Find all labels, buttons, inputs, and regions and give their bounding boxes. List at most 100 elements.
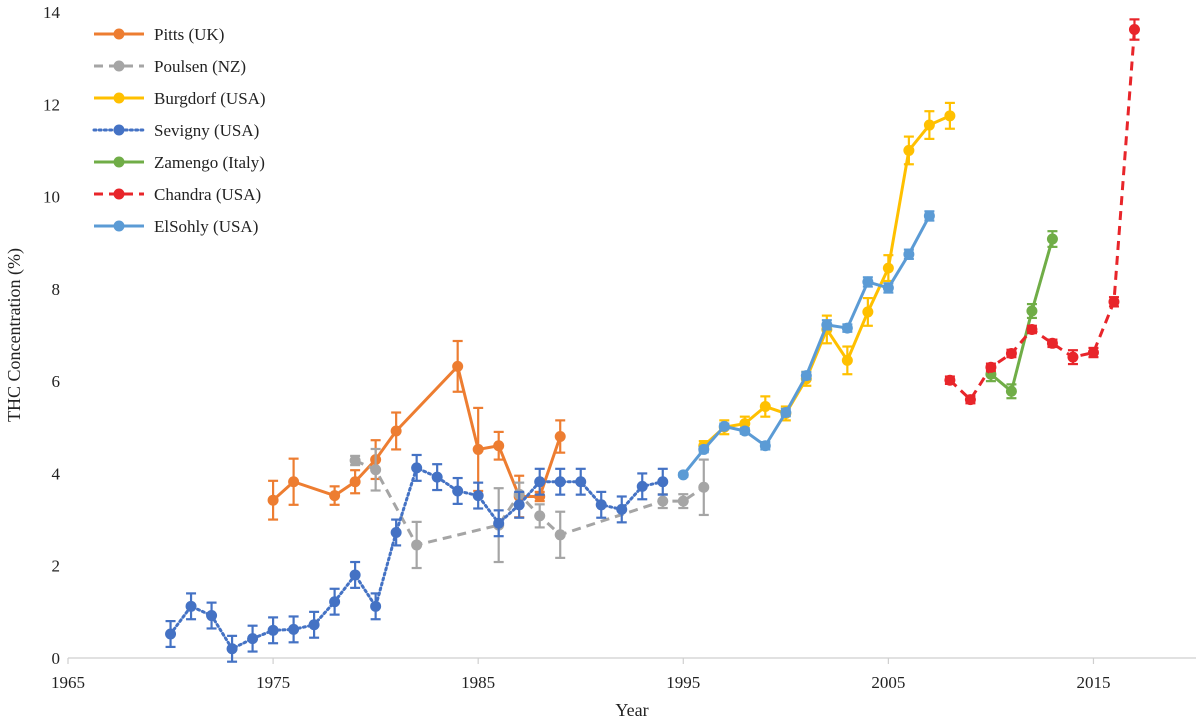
legend-label: Zamengo (Italy) xyxy=(154,153,265,172)
data-point xyxy=(452,485,464,497)
legend-item: Chandra (USA) xyxy=(94,185,261,204)
data-point xyxy=(1128,24,1140,36)
legend-label: Chandra (USA) xyxy=(154,185,261,204)
data-point xyxy=(698,481,710,493)
data-point xyxy=(349,476,361,488)
data-point xyxy=(1087,347,1099,359)
data-point xyxy=(616,503,628,515)
data-point xyxy=(1005,347,1017,359)
data-point xyxy=(1005,385,1017,397)
legend-item: Poulsen (NZ) xyxy=(94,57,246,76)
data-point xyxy=(636,480,648,492)
data-point xyxy=(923,119,935,131)
data-point xyxy=(493,440,505,452)
y-tick-label: 8 xyxy=(52,280,61,299)
data-point xyxy=(226,643,238,655)
legend-item: Zamengo (Italy) xyxy=(94,153,265,172)
y-tick-label: 14 xyxy=(43,3,61,22)
data-point xyxy=(657,476,669,488)
data-point xyxy=(862,276,874,288)
data-point xyxy=(677,469,689,481)
data-point xyxy=(534,476,546,488)
data-point xyxy=(554,529,566,541)
legend-label: Sevigny (USA) xyxy=(154,121,259,140)
data-point xyxy=(677,495,689,507)
y-tick-label: 6 xyxy=(52,372,61,391)
data-point xyxy=(698,443,710,455)
series-3 xyxy=(165,453,669,663)
legend-swatch-marker xyxy=(113,156,125,168)
data-point xyxy=(780,407,792,419)
data-point xyxy=(1026,323,1038,335)
data-point xyxy=(1067,351,1079,363)
data-point xyxy=(493,517,505,529)
data-point xyxy=(534,510,546,522)
data-point xyxy=(390,425,402,437)
series-4 xyxy=(985,230,1058,400)
data-point xyxy=(739,425,751,437)
y-tick-label: 4 xyxy=(52,464,61,483)
x-axis-label: Year xyxy=(615,700,648,720)
legend-swatch-marker xyxy=(113,188,125,200)
legend-label: Poulsen (NZ) xyxy=(154,57,246,76)
legend: Pitts (UK) Poulsen (NZ) Burgdorf (USA) Sevi… xyxy=(92,25,266,236)
x-axis-ticks: 1965 1975 1985 1995 2005 2015 xyxy=(51,658,1110,692)
data-point xyxy=(1046,233,1058,245)
data-point xyxy=(800,370,812,382)
data-point xyxy=(862,306,874,318)
data-point xyxy=(513,499,525,511)
y-tick-label: 2 xyxy=(52,557,61,576)
series-line xyxy=(354,459,705,547)
legend-swatch-marker xyxy=(113,220,125,232)
data-point xyxy=(185,600,197,612)
data-point xyxy=(288,476,300,488)
data-point xyxy=(1108,296,1120,308)
data-point xyxy=(308,619,320,631)
data-point xyxy=(554,431,566,443)
data-point xyxy=(759,401,771,413)
data-point xyxy=(472,490,484,502)
data-point xyxy=(472,443,484,455)
data-point xyxy=(882,282,894,294)
data-point xyxy=(267,494,279,506)
data-point xyxy=(349,569,361,581)
legend-swatch-marker xyxy=(113,60,125,72)
legend-label: Pitts (UK) xyxy=(154,25,224,44)
legend-item: Sevigny (USA) xyxy=(92,121,259,140)
legend-label: ElSohly (USA) xyxy=(154,217,258,236)
x-tick-label: 2005 xyxy=(871,673,905,692)
data-point xyxy=(411,462,423,474)
data-point xyxy=(964,394,976,406)
x-tick-label: 2015 xyxy=(1076,673,1110,692)
data-point xyxy=(165,628,177,640)
data-point xyxy=(985,361,997,373)
legend-swatch-marker xyxy=(113,124,125,136)
data-point xyxy=(944,110,956,122)
data-point xyxy=(370,600,382,612)
data-point xyxy=(452,360,464,372)
data-point xyxy=(1046,337,1058,349)
data-point xyxy=(288,623,300,635)
data-point xyxy=(206,610,218,622)
data-point xyxy=(944,374,956,386)
series-1 xyxy=(349,447,710,570)
x-tick-label: 1975 xyxy=(256,673,290,692)
x-tick-label: 1995 xyxy=(666,673,700,692)
y-axis-ticks: 0 2 4 6 8 10 12 14 xyxy=(43,3,61,668)
data-point xyxy=(821,319,833,331)
data-point xyxy=(1026,305,1038,317)
plot-area xyxy=(68,18,1196,663)
data-point xyxy=(575,476,587,488)
data-point xyxy=(903,248,915,260)
series-6 xyxy=(677,210,935,481)
data-point xyxy=(267,624,279,636)
series-line xyxy=(948,29,1136,402)
legend-label: Burgdorf (USA) xyxy=(154,89,266,108)
data-point xyxy=(247,633,259,645)
data-point xyxy=(759,440,771,452)
series-layer xyxy=(165,18,1140,663)
data-point xyxy=(411,539,423,551)
series-5 xyxy=(944,18,1140,406)
y-axis-label: THC Concentration (%) xyxy=(4,248,25,422)
